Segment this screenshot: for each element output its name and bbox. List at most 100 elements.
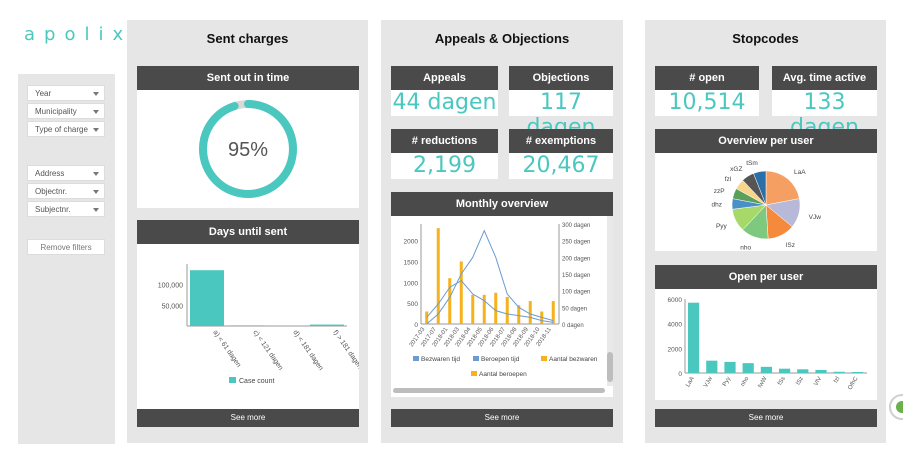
legend-swatch	[541, 356, 547, 361]
subjectnr-select-label: Subjectnr.	[35, 205, 71, 214]
year-select[interactable]: Year	[27, 85, 105, 101]
open-count-kpi: # open 10,514	[655, 66, 759, 116]
x-tick-label: c) < 121 dagen	[251, 329, 284, 372]
chevron-down-icon	[93, 110, 99, 114]
legend-label: Bezwaren tijd	[421, 356, 460, 363]
legend-swatch	[229, 377, 236, 383]
overview-per-user-card: Overview per user LaA VJw lSz nho Pyy dhz zzP f…	[655, 129, 877, 251]
address-select[interactable]: Address	[27, 165, 105, 181]
panel-title: Stopcodes	[732, 31, 799, 46]
gauge-fill	[199, 100, 297, 198]
bar	[760, 366, 772, 373]
sent-see-more-button[interactable]: See more	[137, 409, 359, 427]
bar	[310, 324, 344, 326]
sent-charges-panel: Sent charges Sent out in time 95% Days u…	[127, 20, 368, 443]
address-select-label: Address	[35, 169, 65, 178]
x-tick-label: LaA	[685, 376, 696, 388]
filter-sidebar: Year Municipality Type of charge Address…	[18, 74, 115, 444]
kpi-label: # open	[655, 66, 759, 90]
subjectnr-select[interactable]: Subjectnr.	[27, 201, 105, 217]
y-tick-label: 1500	[404, 260, 419, 267]
x-tick-label: fwW	[758, 376, 769, 389]
chevron-down-icon	[93, 128, 99, 132]
kpi-label: Objections	[509, 66, 613, 90]
avg-time-kpi: Avg. time active 133 dagen	[772, 66, 877, 140]
slice-label: zzP	[714, 188, 725, 195]
y-right-tick-label: 250 dagen	[562, 240, 590, 246]
y-right-tick-label: 100 dagen	[562, 290, 590, 296]
bar	[779, 368, 791, 373]
x-tick-label: lSz	[796, 376, 805, 386]
y-right-tick-label: 300 dagen	[562, 223, 590, 229]
y-tick-label: 0	[678, 371, 682, 378]
slice-label: LaA	[794, 169, 806, 176]
stopcodes-panel: Stopcodes # open 10,514 Avg. time active…	[645, 20, 886, 443]
days-until-sent-card: Days until sent 50,000 100,000 a) < 61 dag…	[137, 220, 359, 417]
bar	[528, 301, 532, 324]
kpi-value: 20,467	[522, 153, 600, 178]
kpi-label: Avg. time active	[772, 66, 877, 90]
appeals-panel: Appeals & Objections Appeals 44 dagen Ob…	[381, 20, 623, 443]
legend-label: Beroepen tijd	[481, 356, 520, 363]
x-tick-label: d) < 181 dagen	[291, 329, 324, 372]
x-tick-label: a) < 61 dagen	[211, 329, 242, 369]
chevron-down-icon	[93, 172, 99, 176]
slice-label: Pyy	[716, 223, 728, 230]
help-widget-button[interactable]	[889, 394, 903, 420]
year-select-label: Year	[35, 89, 52, 98]
charge-type-select[interactable]: Type of charge	[27, 121, 105, 137]
chevron-down-icon	[93, 208, 99, 212]
gauge-card: Sent out in time 95%	[137, 66, 359, 208]
open-per-user-bar-chart: 0 2000 4000 6000 LaA VJw Pyy nho fwW fSs lSz VlV fzl…	[668, 297, 867, 391]
bar	[851, 372, 863, 373]
bar	[230, 325, 264, 326]
objectnr-select[interactable]: Objectnr.	[27, 183, 105, 199]
slice-label: lSz	[786, 242, 795, 249]
x-tick-label: Pyy	[722, 376, 732, 388]
monthly-combo-chart: 0 500 1000 1500 2000 0 dagen 50 dagen 100 dagen…	[404, 223, 598, 378]
bar	[190, 270, 224, 326]
y-right-tick-label: 150 dagen	[562, 273, 590, 279]
card-title: Sent out in time	[137, 66, 359, 90]
horizontal-scrollbar[interactable]	[393, 388, 605, 393]
vertical-scrollbar[interactable]	[607, 216, 613, 386]
objectnr-select-label: Objectnr.	[35, 187, 68, 196]
kpi-value: 44 dagen	[392, 90, 497, 115]
x-tick-label: f) > 181 dagen	[331, 329, 359, 370]
kpi-label: # exemptions	[509, 129, 613, 153]
y-right-tick-label: 200 dagen	[562, 256, 590, 262]
bar	[815, 369, 827, 373]
legend-label: Case count	[239, 378, 274, 385]
bar	[551, 301, 555, 324]
scrollbar-thumb[interactable]	[607, 352, 613, 382]
kpi-value: 2,199	[413, 153, 476, 178]
card-title: Days until sent	[137, 220, 359, 244]
pie-slice	[765, 170, 800, 206]
appeals-see-more-button[interactable]: See more	[391, 409, 613, 427]
remove-filters-button[interactable]: Remove filters	[27, 239, 105, 255]
bar	[724, 361, 736, 373]
panel-title: Sent charges	[206, 31, 289, 46]
bar	[482, 294, 486, 324]
stop-see-more-button[interactable]: See more	[655, 409, 877, 427]
bar	[742, 363, 754, 373]
kpi-value: 10,514	[668, 90, 746, 115]
slice-label: xGZ	[730, 166, 742, 173]
bar	[448, 278, 452, 324]
legend-swatch	[413, 356, 419, 361]
series-line	[426, 229, 554, 325]
y-tick-label: 500	[407, 301, 418, 308]
card-title: Monthly overview	[391, 192, 613, 216]
legend-swatch	[471, 371, 477, 376]
municipality-select[interactable]: Municipality	[27, 103, 105, 119]
y-tick-label: 100,000	[158, 283, 183, 290]
exemptions-kpi: # exemptions 20,467	[509, 129, 613, 179]
y-tick-label: 1000	[404, 280, 419, 287]
y-tick-label: 2000	[404, 239, 419, 246]
app-logo[interactable]: apolix	[24, 24, 133, 45]
bar	[706, 360, 718, 373]
bar	[797, 369, 809, 373]
appeals-kpi: Appeals 44 dagen	[391, 66, 498, 116]
bar	[505, 296, 509, 324]
